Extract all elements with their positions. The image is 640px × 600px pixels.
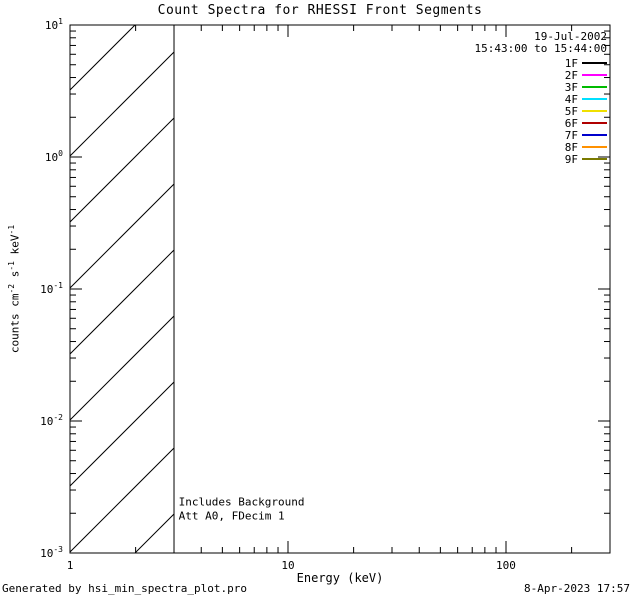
x-axis-ticks <box>69 25 573 553</box>
hatch-line <box>70 447 175 553</box>
hatch-region <box>70 25 175 553</box>
y-axis-ticks <box>70 24 610 554</box>
plot-annotation: Att A0, FDecim 1 <box>179 509 285 522</box>
y-tick-label: 10-1 <box>40 281 63 296</box>
y-tick-label: 101 <box>45 17 63 32</box>
legend-entry-label: 1F <box>565 57 578 70</box>
hatch-line <box>70 381 175 487</box>
hatch-line <box>70 183 175 289</box>
hatch-line <box>70 25 136 91</box>
hatch-line <box>70 249 175 355</box>
hatch-line <box>134 513 175 553</box>
legend-entry-label: 6F <box>565 117 578 130</box>
legend-time-range: 15:43:00 to 15:44:00 <box>475 42 607 55</box>
y-tick-label: 100 <box>45 149 63 164</box>
x-tick-label: 1 <box>67 559 74 572</box>
legend-entry-label: 3F <box>565 81 578 94</box>
legend-entry-label: 7F <box>565 129 578 142</box>
footer-generated-by: Generated by hsi_min_spectra_plot.pro <box>2 582 248 595</box>
footer-timestamp: 8-Apr-2023 17:57 <box>524 582 630 595</box>
legend-entry-label: 5F <box>565 105 578 118</box>
legend-entry-label: 4F <box>565 93 578 106</box>
legend-entry-label: 8F <box>565 141 578 154</box>
axis-frame <box>69 24 611 554</box>
legend-entry-label: 9F <box>565 153 578 166</box>
legend-entry-label: 2F <box>565 69 578 82</box>
y-tick-label: 10-3 <box>40 545 63 560</box>
chart-title: Count Spectra for RHESSI Front Segments <box>157 3 483 18</box>
hatch-line <box>70 315 175 421</box>
hatch-line <box>70 117 175 223</box>
x-tick-label: 100 <box>496 559 516 572</box>
plot-annotation: Includes Background <box>179 495 305 508</box>
x-axis-label: Energy (keV) <box>296 571 384 585</box>
hatch-line <box>70 51 175 157</box>
y-tick-label: 10-2 <box>40 413 63 428</box>
legend-date: 19-Jul-2002 <box>534 30 607 43</box>
x-tick-label: 10 <box>281 559 294 572</box>
